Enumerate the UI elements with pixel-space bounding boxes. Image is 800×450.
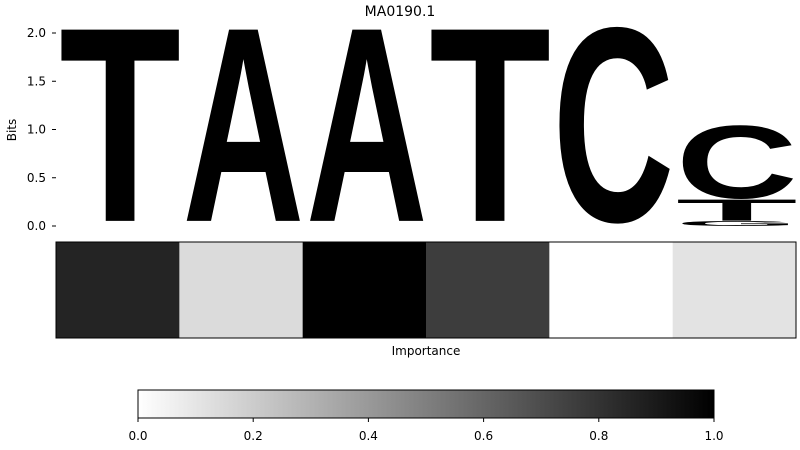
logo-y-axis-label: Bits xyxy=(5,119,19,142)
logo-y-ticks: 0.0 0.5 1.0 1.5 2.0 xyxy=(27,26,56,233)
logo-y-tick-label: 0.0 xyxy=(27,219,46,233)
logo-letter-A: A xyxy=(183,0,305,280)
logo-letters: T A A T C GTC xyxy=(59,0,798,281)
heatmap-frame xyxy=(55,241,797,339)
importance-heatmap-panel: Importance xyxy=(55,241,797,358)
sequence-logo-panel: MA0190.1 Bits 0.00.51.01.52.0 T A A T C GTC xyxy=(5,0,798,281)
colorbar-tick-label: 0.2 xyxy=(244,429,263,443)
heatmap-cell xyxy=(672,242,797,338)
heatmap-cell xyxy=(56,242,180,338)
heatmap-cell xyxy=(549,242,674,338)
heatmap-cell xyxy=(179,242,304,338)
colorbar-tick-label: 0.8 xyxy=(589,429,608,443)
colorbar-tick-label: 0.0 xyxy=(128,429,147,443)
heatmap-cells xyxy=(56,242,797,338)
logo-letter-T: T xyxy=(676,193,798,227)
heatmap-cell xyxy=(426,242,550,338)
colorbar-tick-label: 1.0 xyxy=(704,429,723,443)
logo-letter-T: T xyxy=(429,0,551,281)
logo-title: MA0190.1 xyxy=(365,4,436,20)
colorbar-tick-label: 0.6 xyxy=(474,429,493,443)
logo-y-tick-label: 1.0 xyxy=(27,123,46,137)
logo-letter-C: C xyxy=(553,0,675,280)
logo-y-tick-label: 0.5 xyxy=(27,171,46,185)
heatmap-cell xyxy=(302,242,427,338)
logo-letter-A: A xyxy=(306,0,428,280)
logo-y-tick-label: 1.5 xyxy=(27,74,46,88)
colorbar-tick-label: 0.4 xyxy=(359,429,378,443)
heatmap-x-axis-label: Importance xyxy=(392,344,461,358)
colorbar-ticks: 0.0 0.2 0.4 0.6 0.8 1.0 xyxy=(128,418,724,443)
colorbar-gradient xyxy=(137,389,715,419)
colorbar: 0.0 0.2 0.4 0.6 0.8 1.0 xyxy=(128,389,724,443)
logo-letter-G: G xyxy=(676,220,798,228)
logo-letter-T: T xyxy=(59,0,181,281)
logo-letter-C: C xyxy=(676,104,798,221)
logo-y-tick-label: 2.0 xyxy=(27,26,46,40)
